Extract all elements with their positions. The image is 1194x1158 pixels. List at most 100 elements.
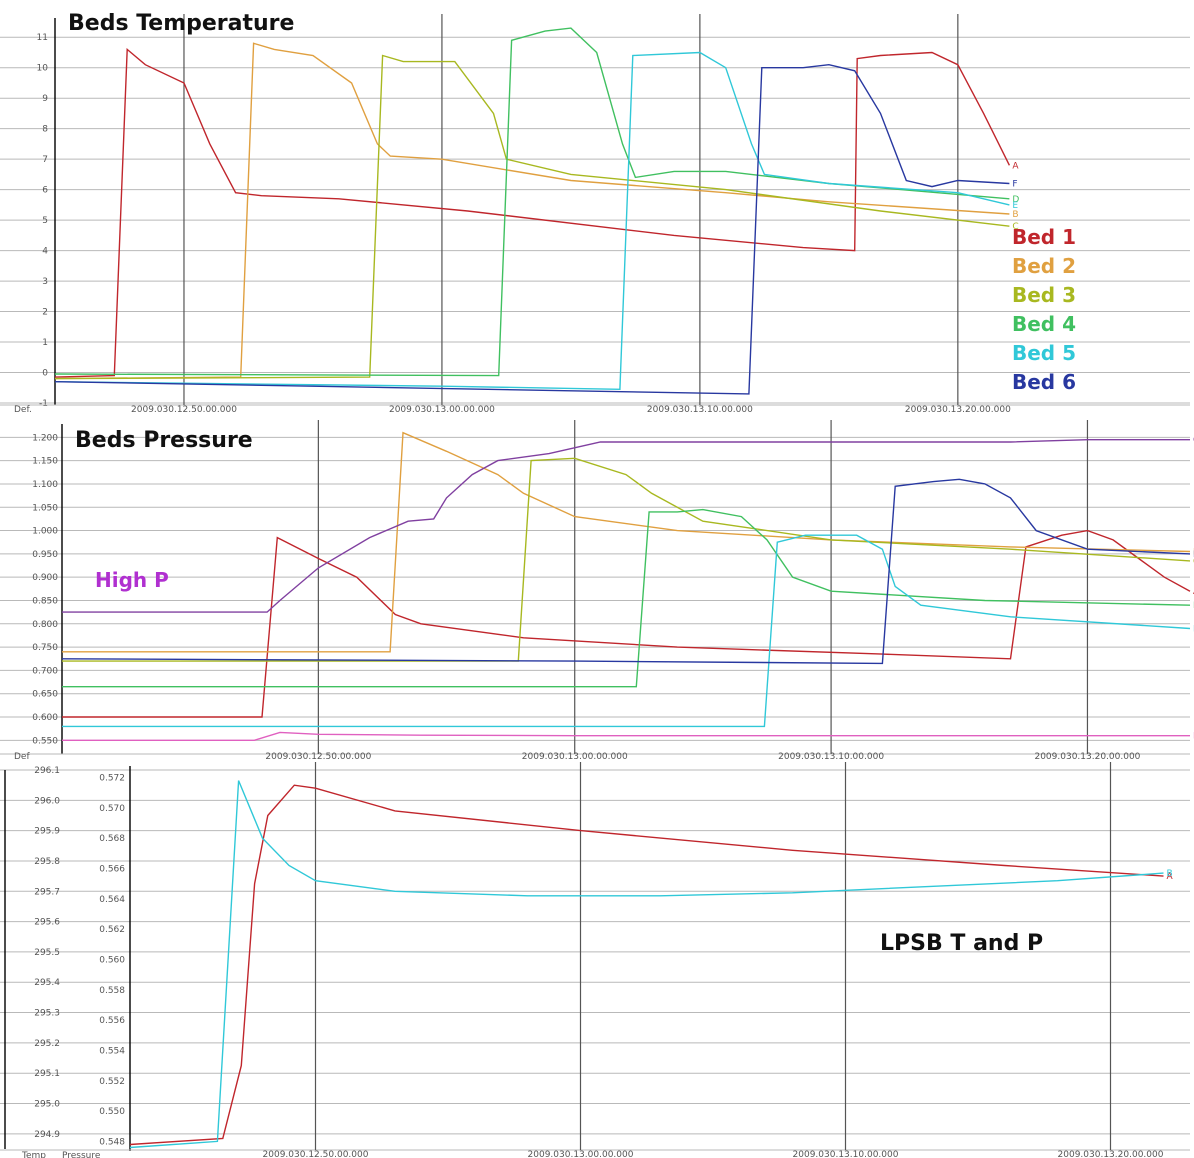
legend-entry: Bed 3: [1012, 283, 1076, 307]
y-tick-label: 0: [42, 369, 48, 379]
series-line-1: [54, 47, 1011, 378]
temp-axis-label: Temp: [21, 1151, 46, 1158]
y-tick-label-temp: 295.3: [34, 1009, 60, 1019]
legend-entry: Bed 2: [1012, 254, 1076, 278]
legend-entry: Bed 5: [1012, 341, 1076, 365]
y-tick-label-pressure: 0.572: [99, 774, 125, 784]
x-tick-label: 2009.030.12.50.00.000: [265, 752, 371, 762]
y-tick-label-temp: 295.7: [34, 887, 60, 897]
y-tick-label-pressure: 0.556: [99, 1016, 125, 1026]
y-tick-label: 6: [42, 186, 48, 196]
y-tick-label-pressure: 0.570: [99, 804, 125, 814]
y-tick-label-pressure: 0.564: [99, 895, 125, 905]
x-tick-label: 2009.030.13.10.00.000: [793, 1150, 899, 1158]
y-tick-label: 0.650: [32, 690, 58, 700]
y-tick-label-temp: 296.0: [34, 796, 60, 806]
y-tick-label-temp: 295.5: [34, 948, 60, 958]
series-line-1: [62, 529, 1191, 718]
y-tick-label: 1.100: [32, 480, 58, 490]
y-tick-label-temp: 295.2: [34, 1039, 60, 1049]
pressure-axis-label: Pressure: [62, 1151, 101, 1158]
y-tick-label: 0.800: [32, 620, 58, 630]
y-tick-label: 10: [37, 64, 49, 74]
chart-panel-2: 0.550 0.600 0.650 0.700 0.750 0.800 0.850 0.900…: [0, 420, 1194, 762]
chart-title: Beds Pressure: [75, 428, 253, 453]
series-line-3: [62, 457, 1191, 662]
y-tick-label: 0.750: [32, 643, 58, 653]
y-tick-label-pressure: 0.558: [99, 986, 125, 996]
y-tick-label: 1: [42, 338, 48, 348]
series-line-2: [129, 780, 1164, 1149]
series-line-2: [54, 42, 1010, 380]
chart-title: Beds Temperature: [68, 11, 294, 36]
legend-entry: Bed 4: [1012, 312, 1076, 336]
y-tick-label: 2: [42, 308, 48, 318]
y-tick-label: -1: [39, 399, 48, 409]
series-line-1: [129, 784, 1164, 1146]
y-tick-label: 0.600: [32, 713, 58, 723]
y-tick-label-pressure: 0.554: [99, 1046, 125, 1056]
y-tick-label: 1.000: [32, 527, 58, 537]
corner-label: Def.: [14, 405, 32, 415]
x-tick-label: 2009.030.13.20.00.000: [905, 405, 1011, 415]
series-end-label: D: [1012, 195, 1019, 205]
y-tick-label: 9: [42, 94, 48, 104]
series-end-label: B: [1167, 869, 1173, 879]
series-end-label: B: [1012, 210, 1018, 220]
y-tick-label: 0.900: [32, 573, 58, 583]
series-line-5: [54, 51, 1010, 391]
y-tick-label-temp: 295.9: [34, 827, 60, 837]
y-tick-label-pressure: 0.562: [99, 925, 125, 935]
y-tick-label: 1.200: [32, 433, 58, 443]
series-end-label: A: [1167, 872, 1174, 882]
series-line-7: [62, 439, 1190, 613]
y-tick-label-temp: 296.1: [34, 766, 60, 776]
series-line-4: [54, 27, 1010, 377]
y-tick-label: 4: [42, 247, 48, 257]
y-tick-label-temp: 295.4: [34, 978, 60, 988]
y-tick-label: 0.550: [32, 736, 58, 746]
x-tick-label: 2009.030.13.00.00.000: [389, 405, 495, 415]
x-tick-label: 2009.030.13.00.00.000: [522, 752, 628, 762]
y-tick-label-temp: 294.9: [34, 1130, 60, 1140]
y-tick-label-temp: 295.8: [34, 857, 60, 867]
y-tick-label-pressure: 0.568: [99, 834, 125, 844]
series-line-6: [61, 478, 1191, 665]
y-tick-label: 0.850: [32, 596, 58, 606]
x-tick-label: 2009.030.13.20.00.000: [1058, 1150, 1164, 1158]
y-tick-label: 3: [42, 277, 48, 287]
series-end-label: C: [1012, 222, 1018, 232]
x-tick-label: 2009.030.13.00.00.000: [528, 1150, 634, 1158]
y-tick-label-pressure: 0.552: [99, 1077, 125, 1087]
x-tick-label: 2009.030.13.10.00.000: [778, 752, 884, 762]
y-tick-label-pressure: 0.560: [99, 956, 125, 966]
y-tick-label-pressure: 0.550: [99, 1107, 125, 1117]
x-tick-label: 2009.030.13.10.00.000: [647, 405, 753, 415]
y-tick-label: 8: [42, 125, 48, 135]
y-tick-label: 11: [37, 33, 48, 43]
x-tick-label: 2009.030.12.50.00.000: [263, 1150, 369, 1158]
y-tick-label-temp: 295.0: [34, 1100, 60, 1110]
y-tick-label-pressure: 0.566: [99, 865, 125, 875]
series-end-label: A: [1012, 161, 1019, 171]
y-tick-label: 1.050: [32, 503, 58, 513]
y-tick-label: 5: [42, 216, 48, 226]
corner-label: Def: [14, 752, 30, 762]
series-line-4: [62, 508, 1191, 688]
y-tick-label: 7: [42, 155, 48, 165]
x-tick-label: 2009.030.12.50.00.000: [131, 405, 237, 415]
series-line-6: [54, 63, 1010, 395]
annotation-high-p: High P: [95, 568, 169, 592]
y-tick-label: 1.150: [32, 457, 58, 467]
y-tick-label: 0.950: [32, 550, 58, 560]
legend-entry: Bed 6: [1012, 370, 1076, 394]
series-line-8: [62, 731, 1190, 741]
series-line-5: [62, 534, 1191, 728]
y-tick-label-temp: 295.6: [34, 918, 60, 928]
series-end-label: E: [1012, 201, 1018, 211]
series-line-2: [62, 431, 1191, 653]
legend-entry: Bed 1: [1012, 225, 1076, 249]
y-tick-label-pressure: 0.548: [99, 1137, 125, 1147]
